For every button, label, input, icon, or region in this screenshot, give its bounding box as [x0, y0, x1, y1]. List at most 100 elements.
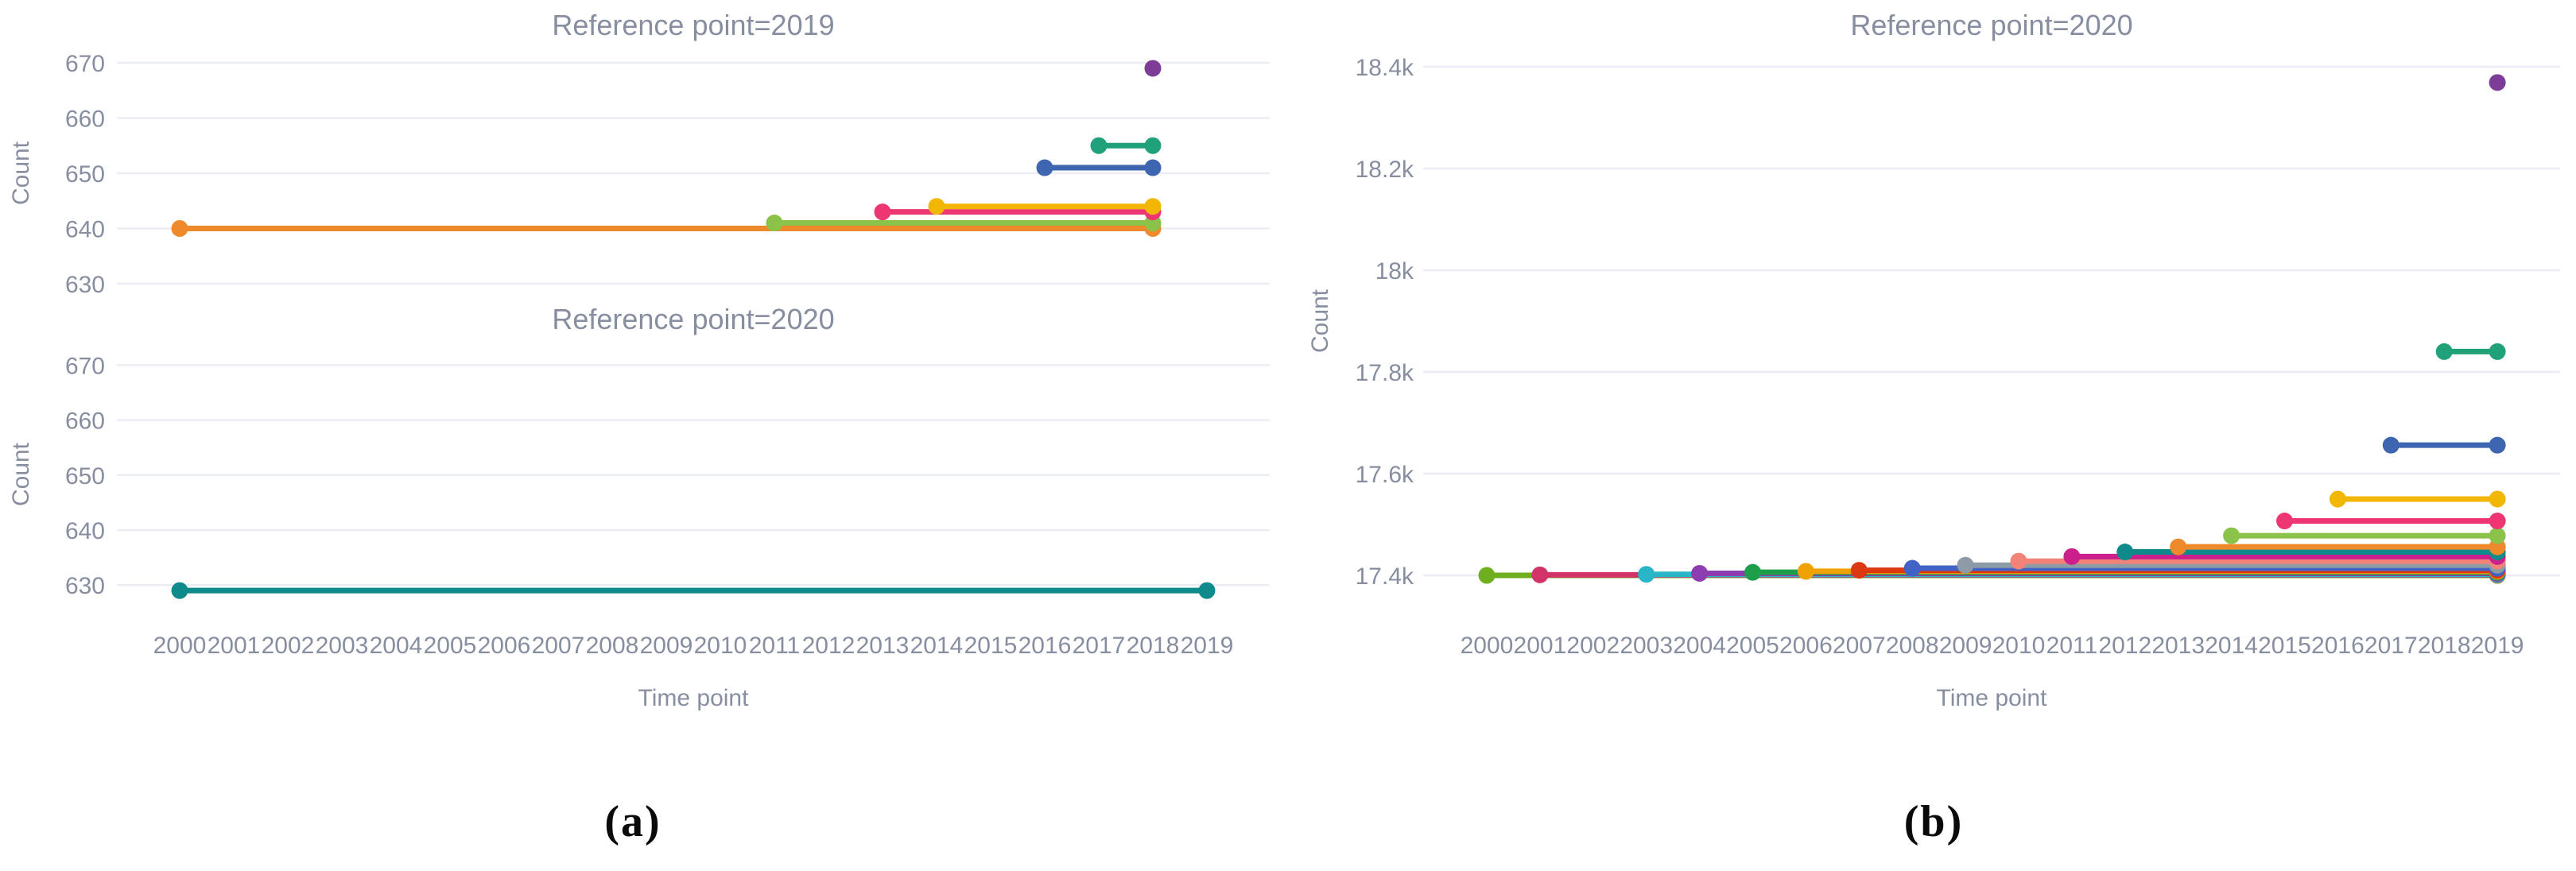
start-dot [1638, 566, 1655, 583]
series-version-2016 [1036, 159, 1162, 176]
series-version-2017 [1090, 137, 1162, 154]
start-dot [171, 582, 188, 599]
x-tick-label: 2019 [2471, 633, 2524, 659]
start-dot [2329, 490, 2346, 508]
start-dot [1744, 563, 1761, 581]
x-tick-label: 2008 [586, 633, 639, 659]
y-tick-label: 660 [65, 408, 105, 435]
panel-b: 17.4k 17.6k 17.8k 18k 18.2k 18.4k 2000 2001 2002… [1307, 9, 2560, 711]
x-tick-label: 2009 [640, 633, 693, 659]
y-axis-title: Count [8, 442, 34, 506]
series-version-2018 [1144, 60, 1162, 77]
x-tick-label: 2003 [316, 633, 369, 659]
x-tick-label: 2011 [2046, 633, 2098, 659]
x-tick-label: 2001 [208, 633, 261, 659]
start-dot [2063, 548, 2081, 565]
x-tick-label: 2017 [2365, 633, 2418, 659]
start-dot [928, 198, 945, 215]
start-dot [1850, 562, 1868, 579]
x-tick-label: 2016 [1018, 633, 1072, 659]
x-tick-label: 2001 [1514, 633, 1567, 659]
y-tick-label: 17.8k [1356, 360, 1414, 386]
point-dot [1144, 60, 1162, 77]
x-tick-label: 2002 [1566, 633, 1620, 659]
y-tick-label: 18k [1375, 258, 1414, 285]
start-dot [171, 220, 188, 237]
start-dot [1691, 564, 1709, 582]
x-tick-label: 2015 [964, 633, 1018, 659]
series-version-2017 [2382, 436, 2506, 454]
start-dot [1478, 567, 1496, 584]
end-dot [2489, 343, 2506, 360]
start-dot [2010, 552, 2027, 570]
x-tick-label: 2008 [1886, 633, 1939, 659]
y-tick-label: 18.2k [1356, 157, 1414, 183]
x-tick-label: 2015 [2258, 633, 2311, 659]
panel-title: Reference point=2019 [552, 9, 834, 41]
y-tick-label: 18.4k [1356, 55, 1414, 81]
end-dot [1198, 582, 1216, 599]
x-tick-label: 2004 [1673, 633, 1726, 659]
start-dot [1090, 137, 1108, 154]
series-version-2019 [2489, 74, 2506, 91]
series-version-2016 [2329, 490, 2506, 508]
x-tick-label: 2013 [856, 633, 910, 659]
x-tick-label: 2007 [1833, 633, 1886, 659]
y-tick-label: 650 [65, 161, 105, 188]
series-version-2014 [928, 198, 1162, 215]
x-tick-label: 2003 [1620, 633, 1673, 659]
x-tick-label: 2010 [694, 633, 747, 659]
x-tick-label: 2000 [153, 633, 207, 659]
x-tick-label: 2005 [424, 633, 477, 659]
end-dot [2489, 513, 2506, 530]
end-dot [2489, 527, 2506, 544]
x-tick-label: 2005 [1726, 633, 1779, 659]
start-dot [2435, 343, 2453, 360]
end-dot [1144, 137, 1162, 154]
x-tick-label: 2004 [370, 633, 423, 659]
x-tick-label: 2007 [532, 633, 585, 659]
x-tick-label: 2012 [802, 633, 855, 659]
x-axis-title: Time point [638, 685, 750, 711]
end-dot [2489, 490, 2506, 508]
x-tick-label: 2014 [910, 633, 964, 659]
start-dot [766, 215, 783, 232]
series-version-2018 [2435, 343, 2506, 360]
start-dot [1531, 566, 1549, 583]
start-dot [1957, 556, 1974, 574]
x-tick-label: 2000 [1461, 633, 1514, 659]
caption-panel-b: (b) [1903, 797, 1964, 846]
panel-a-top: 630 640 650 660 670 Count Reference point=2019 [8, 9, 1270, 298]
x-tick-label: 2014 [2205, 633, 2258, 659]
start-dot [2276, 513, 2293, 530]
start-dot [2382, 436, 2399, 454]
x-tick-label: 2011 [749, 633, 801, 659]
y-tick-label: 630 [65, 573, 105, 599]
start-dot [1903, 559, 1921, 577]
series-version-2015 [2276, 513, 2506, 530]
series-version-2000 [171, 582, 1216, 599]
start-dot [2223, 527, 2240, 544]
start-dot [1797, 563, 1814, 580]
start-dot [2170, 538, 2187, 556]
y-tick-label: 630 [65, 272, 105, 298]
x-tick-label: 2018 [2418, 633, 2471, 659]
y-tick-label: 17.4k [1356, 563, 1414, 590]
panel-title: Reference point=2020 [552, 303, 834, 335]
y-tick-label: 640 [65, 217, 105, 243]
start-dot [874, 203, 891, 221]
end-dot [2489, 436, 2506, 454]
x-tick-label: 2017 [1073, 633, 1126, 659]
y-axis-title: Count [1307, 288, 1333, 353]
start-dot [2116, 544, 2134, 561]
start-dot [1036, 159, 1053, 176]
x-tick-label: 2019 [1181, 633, 1234, 659]
x-tick-label: 2006 [1779, 633, 1833, 659]
x-axis-title: Time point [1937, 685, 2048, 711]
x-tick-label: 2016 [2311, 633, 2365, 659]
y-tick-label: 670 [65, 353, 105, 379]
end-dot [1144, 198, 1162, 215]
end-dot [1144, 159, 1162, 176]
